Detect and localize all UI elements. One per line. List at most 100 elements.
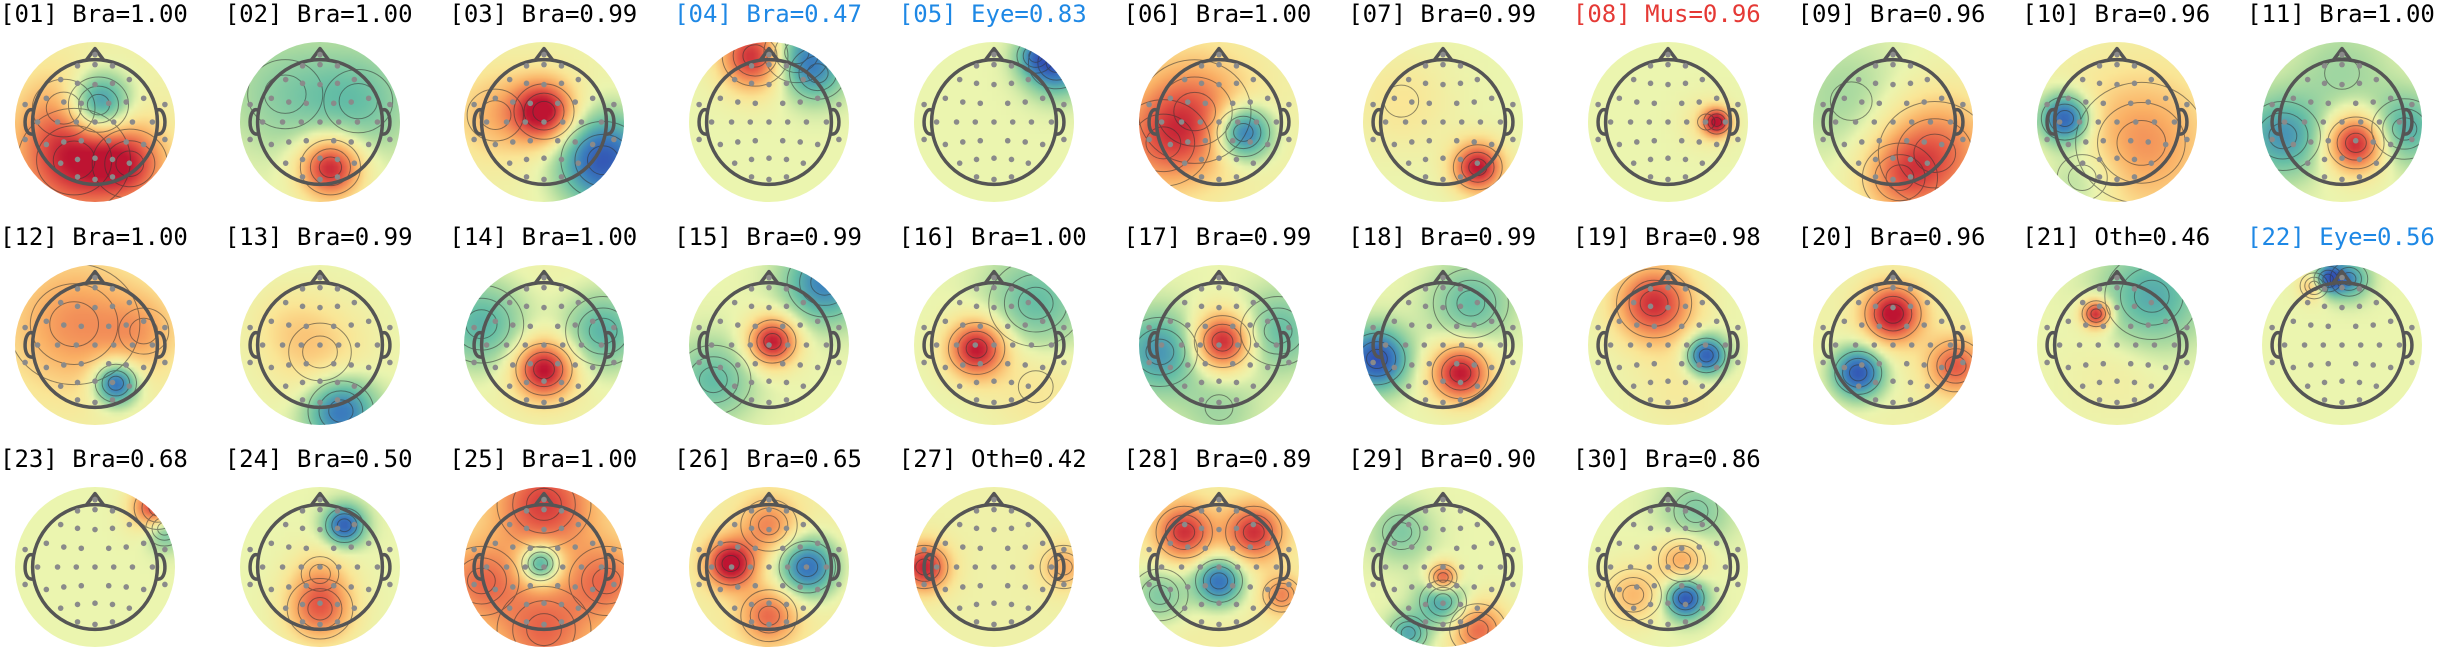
component-label: [20] Bra=0.96 — [1797, 222, 1986, 251]
sensor-dot — [1022, 99, 1028, 105]
sensor-dot — [365, 95, 372, 102]
sensor-dot — [1004, 100, 1011, 107]
sensor-dot — [1678, 360, 1685, 367]
sensor-dot — [1734, 359, 1741, 365]
sensor-dot — [61, 99, 67, 105]
sensor-dot — [1422, 525, 1429, 532]
sensor-dot — [54, 119, 61, 125]
contour-line — [318, 156, 342, 178]
sensor-dot — [797, 544, 804, 550]
sensor-dot — [1908, 341, 1915, 348]
component-label: [22] Eye=0.56 — [2247, 222, 2435, 251]
sensor-dot — [814, 586, 821, 593]
sensor-dot — [590, 95, 596, 102]
contour-line — [1138, 316, 1198, 387]
sensor-dot — [2339, 51, 2345, 58]
sensor-dot — [299, 379, 306, 385]
sensor-dot — [956, 521, 963, 528]
sensor-dot — [282, 382, 289, 389]
sensor-dot — [1039, 317, 1046, 324]
right-ear — [606, 553, 617, 581]
component-panel: [02] Bra=1.00 — [225, 0, 449, 222]
sensor-dot — [316, 341, 323, 348]
sensor-dot — [2409, 101, 2415, 108]
component-label: [17] Bra=0.99 — [1123, 222, 1312, 251]
sensor-dot — [1060, 359, 1067, 365]
component-panel: [22] Eye=0.56 — [2247, 223, 2438, 445]
sensor-dot — [1440, 284, 1446, 290]
sensor-dot — [123, 139, 129, 145]
sensor-dot — [766, 61, 772, 68]
contour-line — [913, 552, 941, 582]
sensor-dot — [942, 364, 948, 370]
head-outline — [1146, 491, 1291, 632]
sensor-dot — [1440, 496, 1446, 503]
sensor-dot — [2065, 364, 2072, 370]
contour-line — [1829, 81, 1873, 121]
sensor-dot — [1633, 361, 1640, 368]
right-ear — [381, 553, 392, 581]
sensor-dot — [541, 61, 548, 68]
sensor-dot — [766, 284, 772, 290]
sensor-dot — [316, 526, 323, 533]
sensor-dot — [797, 321, 804, 328]
contour-line — [1696, 113, 1716, 131]
sensor-dot — [1285, 581, 1292, 588]
sensor-dot — [2065, 317, 2072, 324]
sensor-dot — [1924, 382, 1930, 389]
sensor-dot — [1477, 564, 1484, 570]
head-circle — [1154, 57, 1283, 187]
sensor-dot — [1876, 322, 1882, 329]
sensor-dot — [1855, 299, 1862, 305]
sensor-markers — [2044, 51, 2190, 183]
sensor-dot — [299, 619, 306, 625]
sensor-markers — [1595, 496, 1741, 628]
sensor-dot — [524, 303, 530, 309]
sensor-dot — [334, 285, 340, 292]
sensor-dot — [316, 81, 323, 88]
sensor-dot — [2148, 299, 2155, 305]
sensor-dot — [74, 303, 81, 309]
sensor-dot — [1008, 379, 1015, 385]
sensor-dot — [748, 156, 755, 163]
sensor-dot — [1178, 119, 1184, 125]
sensor-dot — [2281, 341, 2288, 348]
sensor-dot — [1264, 317, 1270, 324]
sensor-dot — [800, 299, 807, 305]
sensor-dot — [2114, 399, 2121, 405]
contour-line — [1224, 505, 1282, 559]
sensor-dot — [2148, 382, 2155, 389]
sensor-dot — [1008, 80, 1015, 87]
sensor-dot — [1699, 299, 1706, 305]
sensor-dot — [783, 174, 790, 180]
sensor-dot — [921, 136, 927, 143]
sensor-dot — [972, 341, 978, 348]
head-circle — [1379, 57, 1508, 187]
left-ear — [1146, 330, 1157, 359]
sensor-dot — [1285, 101, 1292, 108]
sensor-dot — [43, 141, 50, 148]
sensor-dot — [316, 600, 323, 606]
sensor-dot — [1841, 317, 1847, 324]
sensor-dot — [2339, 284, 2345, 290]
nose — [533, 46, 555, 62]
contour-line — [1363, 340, 1397, 377]
sensor-dot — [1060, 581, 1067, 588]
sensor-dot — [559, 619, 565, 625]
sensor-dot — [1924, 76, 1930, 83]
head-circle — [255, 57, 384, 187]
sensor-dot — [1008, 508, 1015, 514]
sensor-dot — [1196, 564, 1203, 570]
sensor-dot — [1627, 341, 1634, 348]
sensor-dot — [299, 285, 306, 292]
contour-line — [1172, 91, 1216, 132]
sensor-dot — [1422, 396, 1429, 403]
sensor-dot — [1025, 76, 1031, 83]
contour-line — [1639, 289, 1669, 317]
sensor-dot — [1233, 156, 1239, 163]
sensor-dot — [129, 119, 136, 125]
sensor-dot — [1889, 119, 1896, 125]
sensor-dot — [1696, 321, 1702, 328]
contour-line — [467, 88, 525, 142]
sensor-dot — [34, 119, 41, 125]
